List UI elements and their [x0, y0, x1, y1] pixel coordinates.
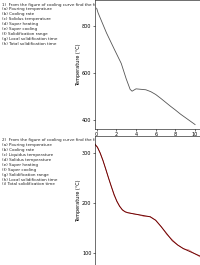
Text: 2)  From the figure of cooling curve find the following:
(a) Pouring temperature: 2) From the figure of cooling curve find… — [2, 138, 113, 186]
X-axis label: Time (min): Time (min) — [134, 138, 161, 143]
Y-axis label: Temperature (°C): Temperature (°C) — [76, 43, 81, 86]
Y-axis label: Temperature (°C): Temperature (°C) — [76, 179, 81, 222]
Text: 1)  From the figure of cooling curve find the following:
(a) Pouring temperature: 1) From the figure of cooling curve find… — [2, 3, 112, 46]
